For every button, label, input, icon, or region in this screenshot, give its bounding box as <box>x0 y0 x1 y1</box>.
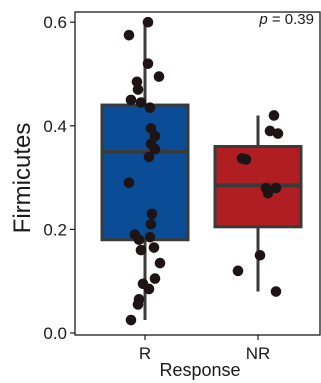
data-point-nr-6 <box>270 182 282 194</box>
data-point-nr-7 <box>262 187 274 199</box>
data-point-r-13 <box>143 151 155 163</box>
data-point-r-4 <box>131 76 143 88</box>
box-r <box>100 22 190 321</box>
data-point-nr-4 <box>240 154 252 165</box>
data-point-r-0 <box>142 16 154 28</box>
data-point-r-14 <box>123 177 135 189</box>
data-point-nr-9 <box>232 265 244 277</box>
data-point-nr-1 <box>264 125 276 137</box>
data-point-r-3 <box>153 71 165 82</box>
box-nr <box>213 115 303 292</box>
data-point-r-8 <box>144 102 156 113</box>
data-point-r-18 <box>144 231 156 243</box>
y-axis-label: Firmicutes <box>9 123 36 234</box>
data-point-r-12 <box>149 143 161 155</box>
x-axis-label: Response <box>159 360 240 380</box>
data-point-nr-2 <box>272 128 284 139</box>
p-value-text: = 0.39 <box>268 11 314 28</box>
y-tick-label-1: 0.2 <box>43 220 67 239</box>
box-body-r <box>100 103 190 242</box>
data-point-r-16 <box>145 218 157 230</box>
data-point-r-23 <box>149 273 161 284</box>
data-point-r-20 <box>148 242 160 253</box>
axes-layer: 0.0 0.2 0.4 0.6 R NR <box>43 13 270 363</box>
data-point-r-6 <box>125 94 137 106</box>
y-tick-label-2: 0.4 <box>43 117 67 136</box>
data-point-r-21 <box>135 244 147 256</box>
data-point-r-28 <box>125 314 137 326</box>
data-point-r-1 <box>123 29 135 41</box>
data-point-r-2 <box>142 58 154 69</box>
data-point-nr-10 <box>270 286 282 297</box>
y-tick-label-3: 0.6 <box>43 13 67 32</box>
data-point-r-22 <box>154 257 166 269</box>
data-point-nr-0 <box>268 110 280 121</box>
data-point-r-7 <box>135 97 147 108</box>
data-point-r-19 <box>133 234 145 246</box>
data-point-r-5 <box>132 84 144 95</box>
data-point-r-25 <box>143 283 155 295</box>
p-value-annotation: p = 0.39 <box>258 11 314 28</box>
p-symbol: p <box>258 11 267 28</box>
data-point-r-15 <box>146 208 158 220</box>
points-layer <box>123 16 284 326</box>
data-point-r-27 <box>132 299 144 310</box>
data-point-nr-8 <box>254 250 266 261</box>
x-tick-label-r: R <box>139 344 151 363</box>
y-tick-label-0: 0.0 <box>43 324 67 343</box>
boxes-layer <box>100 22 303 321</box>
x-tick-label-nr: NR <box>246 344 271 363</box>
